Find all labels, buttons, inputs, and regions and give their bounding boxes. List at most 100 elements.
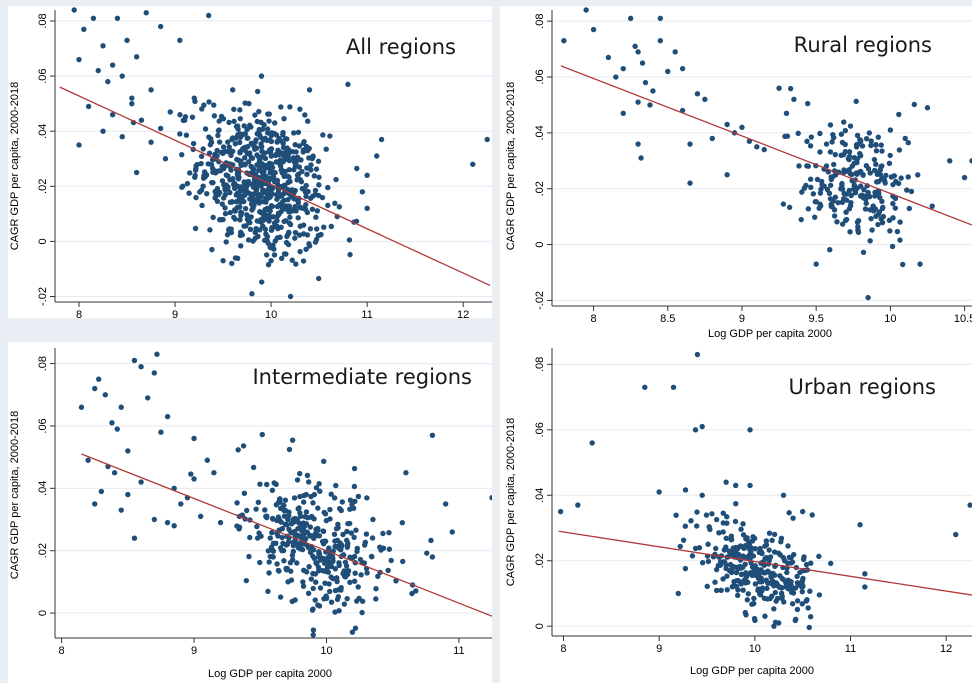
scatter-point [297,540,304,547]
scatter-point [816,553,822,560]
scatter-point [303,201,309,208]
scatter-point [862,571,868,577]
scatter-point [303,143,310,150]
scatter-point [844,168,851,174]
scatter-point [191,95,197,101]
scatter-point [294,560,300,566]
scatter-point [842,127,849,134]
scatter-point [275,147,281,154]
scatter-point [354,598,360,604]
scatter-point [294,477,301,483]
scatter-point [299,168,305,175]
scatter-point [561,38,567,44]
scatter-point [322,511,329,517]
scatter-point [241,198,247,205]
scatter-point [929,203,935,209]
scatter-point [197,189,203,195]
scatter-point [211,113,218,119]
scatter-point [76,142,82,148]
scatter-point [266,570,272,576]
x-tick-label: 11 [453,645,464,657]
scatter-point [672,49,678,55]
scatter-point [275,499,282,506]
scatter-point [177,131,183,137]
scatter-point [278,167,284,173]
scatter-point [297,248,303,255]
scatter-point [703,512,710,518]
scatter-point [292,203,298,210]
scatter-point [143,10,149,16]
scatter-point [265,261,272,268]
scatter-point [95,67,101,74]
scatter-point [258,154,265,160]
x-tick-label: 12 [940,643,952,655]
scatter-point [712,579,718,585]
scatter-point [303,509,310,515]
scatter-point [234,156,240,163]
scatter-point [151,370,158,376]
scatter-point [310,500,316,506]
scatter-point [281,218,287,225]
scatter-point [827,122,834,128]
scatter-point [816,592,823,598]
scatter-point [308,576,315,582]
scatter-point [332,543,338,550]
scatter-point [723,479,729,485]
scatter-points [561,7,972,301]
scatter-point [280,191,287,197]
scatter-point [272,238,278,244]
regression-line [81,453,492,617]
scatter-point [269,186,275,192]
scatter-point [200,146,206,152]
x-tick-label: 8.5 [660,313,675,325]
scatter-point [777,552,783,558]
scatter-point [724,172,730,178]
scatter-point [762,613,768,619]
scatter-point [290,548,297,555]
scatter-point [243,186,249,192]
scatter-point [274,218,280,224]
scatter-point [237,150,243,156]
scatter-point [677,543,683,550]
scatter-point [364,205,370,212]
scatter-point [314,208,321,214]
scatter-point [873,161,879,167]
scatter-point [266,118,272,124]
scatter-point [100,43,106,49]
scatter-point [754,144,760,150]
x-axis-title: Log GDP per capita 2000 [208,668,332,680]
scatter-point [209,246,215,253]
scatter-point [799,189,805,195]
scatter-point [336,560,342,566]
scatter-point [589,440,595,446]
scatter-point [188,471,194,477]
scatter-point [892,205,899,211]
scatter-point [206,99,212,105]
scatter-point [256,191,262,198]
scatter-point [776,584,782,590]
scatter-point [194,161,200,168]
scatter-point [709,511,715,517]
scatter-point [319,194,326,201]
scatter-point [724,587,730,593]
scatter-point [908,188,915,195]
scatter-point [264,126,271,132]
scatter-point [638,155,644,161]
scatter-point [299,205,306,211]
scatter-point [276,568,282,574]
scatter-point [192,225,199,232]
scatter-point [328,491,334,497]
scatter-point [325,569,332,575]
scatter-point [222,191,228,198]
scatter-point [746,546,753,552]
scatter-point [271,224,278,230]
y-axis-ticks: 0 .02 .04 .06 .08 [37,348,56,638]
scatter-point [229,199,235,205]
scatter-point [947,158,953,164]
scatter-point [326,545,332,551]
scatter-point [803,561,810,568]
scatter-point [680,537,687,543]
scatter-point [805,206,812,212]
scatter-point [248,154,254,161]
scatter-point [190,140,197,147]
